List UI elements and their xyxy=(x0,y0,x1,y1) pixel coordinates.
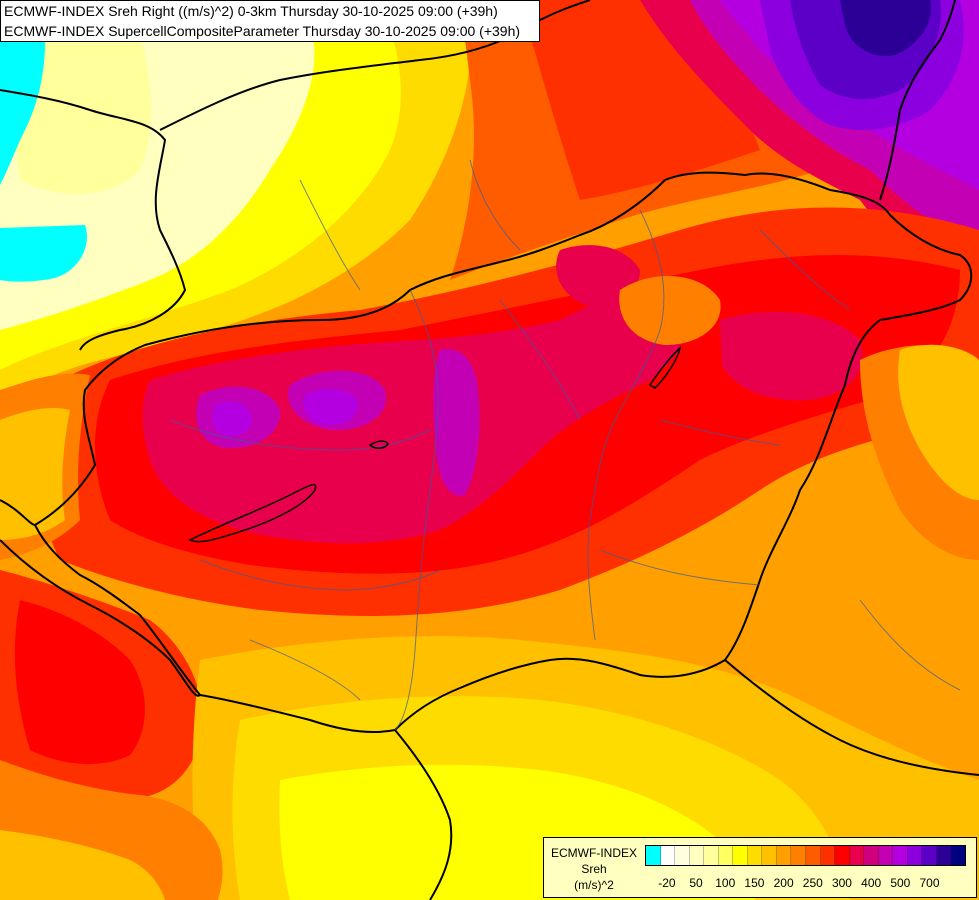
zone-purple-west-spot xyxy=(212,401,252,437)
zone-crimson-sw xyxy=(14,600,145,765)
legend-swatch xyxy=(733,846,748,865)
region-line-7 xyxy=(299,179,361,291)
legend-swatch xyxy=(762,846,777,865)
border-romania-south xyxy=(724,659,979,776)
legend-unit: (m/s)^2 xyxy=(574,878,614,892)
region-line-5 xyxy=(249,639,361,701)
legend-swatch xyxy=(936,846,952,865)
legend-swatch xyxy=(646,846,661,865)
zone-pale-yellow-nw xyxy=(16,0,151,194)
map-title-sreh: ECMWF-INDEX Sreh Right ((m/s)^2) 0-3km T… xyxy=(4,3,498,19)
lake-velence xyxy=(368,440,389,449)
map-title-scp: ECMWF-INDEX SupercellCompositeParameter … xyxy=(4,23,521,39)
lake-balaton xyxy=(188,483,317,543)
legend-swatch xyxy=(718,846,734,865)
legend-tick-label: 300 xyxy=(831,876,852,890)
legend-tick-label: 150 xyxy=(744,876,765,890)
legend-tick-label: 50 xyxy=(689,876,703,890)
region-line-1 xyxy=(169,419,431,451)
lake-ne xyxy=(648,345,682,389)
zone-purple-central-spot xyxy=(303,389,359,426)
zone-cyan-nw xyxy=(0,0,45,185)
border-hungary xyxy=(34,171,973,733)
region-line-9 xyxy=(599,549,761,586)
river-tisza xyxy=(587,209,665,641)
color-legend: ECMWF-INDEX Sreh (m/s)^2 -20 50 100 150 200 2… xyxy=(543,837,977,898)
river-danube xyxy=(394,289,439,731)
legend-tick-label: 250 xyxy=(802,876,823,890)
legend-tick-label: 200 xyxy=(773,876,794,890)
zone-magenta-danube-blob xyxy=(433,349,480,496)
lakes xyxy=(188,345,682,543)
legend-swatch xyxy=(835,846,850,865)
zone-cyan-w xyxy=(0,225,87,282)
zone-orange-ne-patch xyxy=(619,276,721,345)
region-line-2 xyxy=(499,299,581,421)
region-line-4 xyxy=(659,419,781,446)
legend-swatch xyxy=(704,846,719,865)
legend-tick-label: 700 xyxy=(919,876,940,890)
map-title-box: ECMWF-INDEX Sreh Right ((m/s)^2) 0-3km T… xyxy=(0,0,540,42)
legend-swatch xyxy=(893,846,908,865)
region-line-10 xyxy=(859,599,961,691)
zone-rose-north-blob xyxy=(556,245,640,306)
legend-color-scale xyxy=(645,845,966,866)
zone-amber-east xyxy=(898,344,979,500)
zone-rose-east xyxy=(720,311,863,401)
legend-tick-label: 100 xyxy=(715,876,736,890)
legend-tick-label: 500 xyxy=(890,876,911,890)
zone-navy-ne xyxy=(840,0,931,56)
border-slovenia xyxy=(0,499,36,526)
border-south-west xyxy=(0,539,201,697)
legend-parameter: Sreh xyxy=(581,862,607,876)
region-line-8 xyxy=(759,229,851,311)
legend-swatch xyxy=(806,846,821,865)
zone-amber-west xyxy=(0,408,70,540)
border-slovakia-north xyxy=(159,0,591,131)
legend-swatch xyxy=(878,846,894,865)
legend-swatch xyxy=(776,846,792,865)
legend-swatch xyxy=(864,846,879,865)
border-austria-slovakia xyxy=(0,89,186,351)
legend-swatch xyxy=(922,846,937,865)
legend-swatch xyxy=(689,846,705,865)
legend-swatch xyxy=(660,846,676,865)
region-line-6 xyxy=(469,159,521,251)
legend-swatch xyxy=(820,846,836,865)
legend-swatch xyxy=(951,846,966,865)
legend-swatch xyxy=(907,846,923,865)
border-ukraine xyxy=(879,0,956,201)
zone-amber-sw-corner xyxy=(0,830,165,900)
legend-swatch xyxy=(791,846,807,865)
region-line-3 xyxy=(199,559,441,591)
rivers-regions xyxy=(169,159,961,731)
border-croatia-serbia xyxy=(394,729,453,900)
zone-rose-central xyxy=(142,280,690,544)
legend-swatch xyxy=(747,846,763,865)
legend-swatch xyxy=(849,846,865,865)
legend-tick-label: -20 xyxy=(658,876,676,890)
legend-swatch xyxy=(675,846,690,865)
legend-model: ECMWF-INDEX xyxy=(551,846,637,860)
legend-tick-label: 400 xyxy=(861,876,882,890)
